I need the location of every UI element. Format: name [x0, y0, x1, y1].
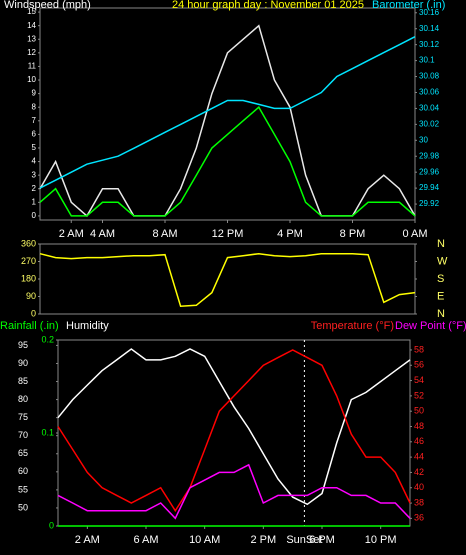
y-tick-label: 60 — [18, 466, 28, 476]
y2-tick-label: 38 — [414, 497, 424, 507]
y-tick-label: 3 — [32, 170, 37, 179]
y2-tick-label: 29.94 — [419, 183, 440, 192]
y2-tick-label: 30.16 — [419, 8, 440, 17]
x-tick-label: 10 AM — [189, 534, 220, 546]
annotation: SunSet — [286, 534, 322, 546]
y-tick-label: 9 — [32, 89, 37, 98]
y2-tick-label: 44 — [414, 451, 424, 461]
y-tick-label: 95 — [18, 340, 28, 350]
y2-tick-label: 36 — [414, 513, 424, 523]
y2-tick-label: 50 — [414, 406, 424, 416]
y2-tick-label: N — [437, 238, 445, 250]
y2-tick-label: 29.98 — [419, 151, 440, 160]
y-tick-label: 85 — [18, 376, 28, 386]
x-tick-label: 10 PM — [365, 534, 397, 546]
y2-tick-label: 30.02 — [419, 119, 440, 128]
y3-tick-label: 0.2 — [41, 334, 54, 344]
y-tick-label: 0 — [32, 211, 37, 220]
y-tick-label: 2 — [32, 184, 37, 193]
y2-tick-label: W — [437, 255, 448, 267]
y-tick-label: 50 — [18, 502, 28, 512]
y-tick-label: 360 — [21, 238, 36, 248]
y-tick-label: 15 — [27, 7, 36, 16]
y2-tick-label: 42 — [414, 467, 424, 477]
y2-tick-label: N — [437, 308, 445, 320]
plot-frame — [39, 7, 416, 221]
series-line — [39, 106, 416, 217]
y-tick-label: 80 — [18, 394, 28, 404]
y2-tick-label: 52 — [414, 390, 424, 400]
y-tick-label: 65 — [18, 448, 28, 458]
x-tick-label: 6 AM — [133, 534, 158, 546]
y2-tick-label: 46 — [414, 436, 424, 446]
y2-tick-label: 30.14 — [419, 24, 440, 33]
y2-axis-label: Temperature (°F) — [311, 320, 394, 332]
series-line — [57, 349, 411, 513]
x-tick-label: 0 AM — [402, 228, 427, 240]
y-tick-label: 4 — [32, 157, 37, 166]
y2-tick-label: 56 — [414, 360, 424, 370]
y-tick-label: 13 — [27, 34, 36, 43]
series-line — [39, 36, 416, 189]
y2-tick-label: 30.04 — [419, 104, 440, 113]
y2-tick-label: E — [437, 290, 444, 302]
y2-tick-label: S — [437, 273, 444, 285]
y-tick-label: 270 — [21, 256, 36, 266]
y-tick-label: 10 — [27, 75, 36, 84]
y-tick-label: 8 — [32, 102, 37, 111]
y-axis-label: Windspeed (mph) — [4, 0, 91, 11]
y-axis-label: Humidity — [66, 320, 109, 332]
y2-tick-label: 48 — [414, 421, 424, 431]
y-tick-label: 7 — [32, 116, 37, 125]
y-tick-label: 12 — [27, 48, 36, 57]
series-line — [57, 463, 411, 520]
y-tick-label: 75 — [18, 412, 28, 422]
y-tick-label: 70 — [18, 430, 28, 440]
y2-axis-label: Dew Point (°F) — [395, 320, 466, 332]
y-tick-label: 55 — [18, 484, 28, 494]
x-tick-label: 2 AM — [59, 228, 84, 240]
y2-tick-label: 30.08 — [419, 72, 440, 81]
x-tick-label: 8 PM — [340, 228, 366, 240]
plot-frame — [57, 339, 411, 527]
series-line — [39, 24, 416, 218]
x-tick-label: 2 PM — [250, 534, 276, 546]
series-line — [57, 348, 411, 506]
y2-tick-label: 29.92 — [419, 199, 440, 208]
y2-tick-label: 30.12 — [419, 40, 440, 49]
y2-tick-label: 54 — [414, 375, 424, 385]
y-tick-label: 90 — [18, 358, 28, 368]
y-tick-label: 5 — [32, 143, 37, 152]
x-tick-label: 2 AM — [75, 534, 100, 546]
y2-tick-label: 29.96 — [419, 167, 440, 176]
y-tick-label: 11 — [28, 62, 37, 71]
y2-tick-label: 30.06 — [419, 88, 440, 97]
y-tick-label: 180 — [21, 273, 36, 283]
y2-axis-label: Barometer (.in) — [372, 0, 445, 11]
x-tick-label: 8 AM — [152, 228, 177, 240]
y-tick-label: 14 — [27, 21, 36, 30]
y3-tick-label: 0 — [49, 520, 54, 530]
chart-title: 24 hour graph day : November 01 2025 — [172, 0, 364, 11]
y-tick-label: 6 — [32, 129, 37, 138]
y2-tick-label: 40 — [414, 482, 424, 492]
x-tick-label: 12 PM — [212, 228, 244, 240]
y3-tick-label: 0.1 — [41, 427, 54, 437]
series-line — [39, 252, 416, 307]
x-tick-label: 4 AM — [90, 228, 115, 240]
y3-axis-label: Rainfall (.in) — [0, 320, 59, 332]
y-tick-label: 0 — [31, 308, 36, 318]
x-tick-label: 4 PM — [277, 228, 303, 240]
y-tick-label: 90 — [26, 291, 36, 301]
y2-tick-label: 58 — [414, 344, 424, 354]
y2-tick-label: 30 — [419, 135, 428, 144]
y-tick-label: 1 — [32, 197, 37, 206]
y2-tick-label: 30.1 — [419, 56, 435, 65]
x-tick-label: 6 PM — [309, 534, 335, 546]
